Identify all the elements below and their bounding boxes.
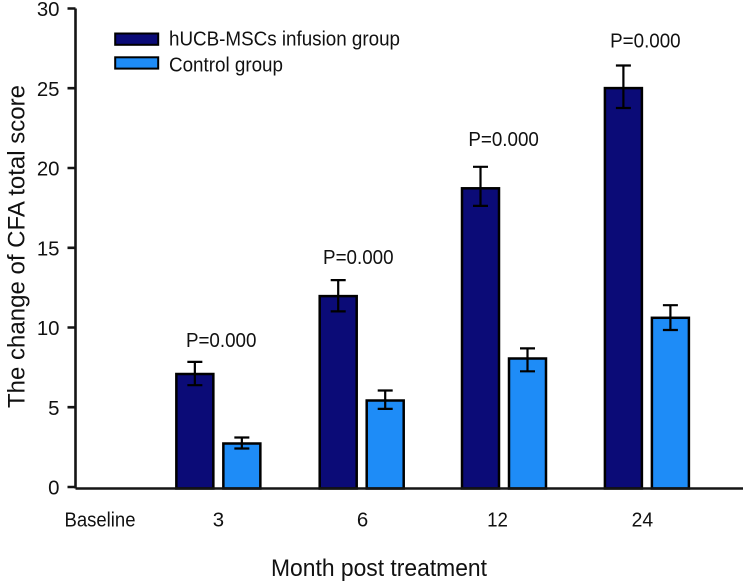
svg-text:P=0.000: P=0.000 [186,330,257,352]
svg-text:6: 6 [357,510,368,532]
svg-text:15: 15 [37,239,60,261]
svg-text:12: 12 [487,510,508,532]
svg-text:hUCB-MSCs infusion group: hUCB-MSCs infusion group [169,28,400,50]
svg-text:0: 0 [48,478,59,500]
svg-text:P=0.000: P=0.000 [610,30,681,52]
svg-text:P=0.000: P=0.000 [323,247,394,269]
svg-text:20: 20 [37,159,60,181]
svg-text:30: 30 [37,0,60,21]
svg-text:Baseline: Baseline [65,510,136,532]
svg-text:5: 5 [48,398,59,420]
svg-text:3: 3 [213,510,224,532]
svg-text:25: 25 [37,79,60,101]
svg-text:The change of CFA total score: The change of CFA total score [3,85,30,408]
svg-text:24: 24 [632,510,654,532]
svg-text:P=0.000: P=0.000 [468,129,539,151]
svg-text:10: 10 [37,318,60,340]
svg-text:Control group: Control group [169,55,283,77]
svg-text:Month post treatment: Month post treatment [271,555,487,582]
